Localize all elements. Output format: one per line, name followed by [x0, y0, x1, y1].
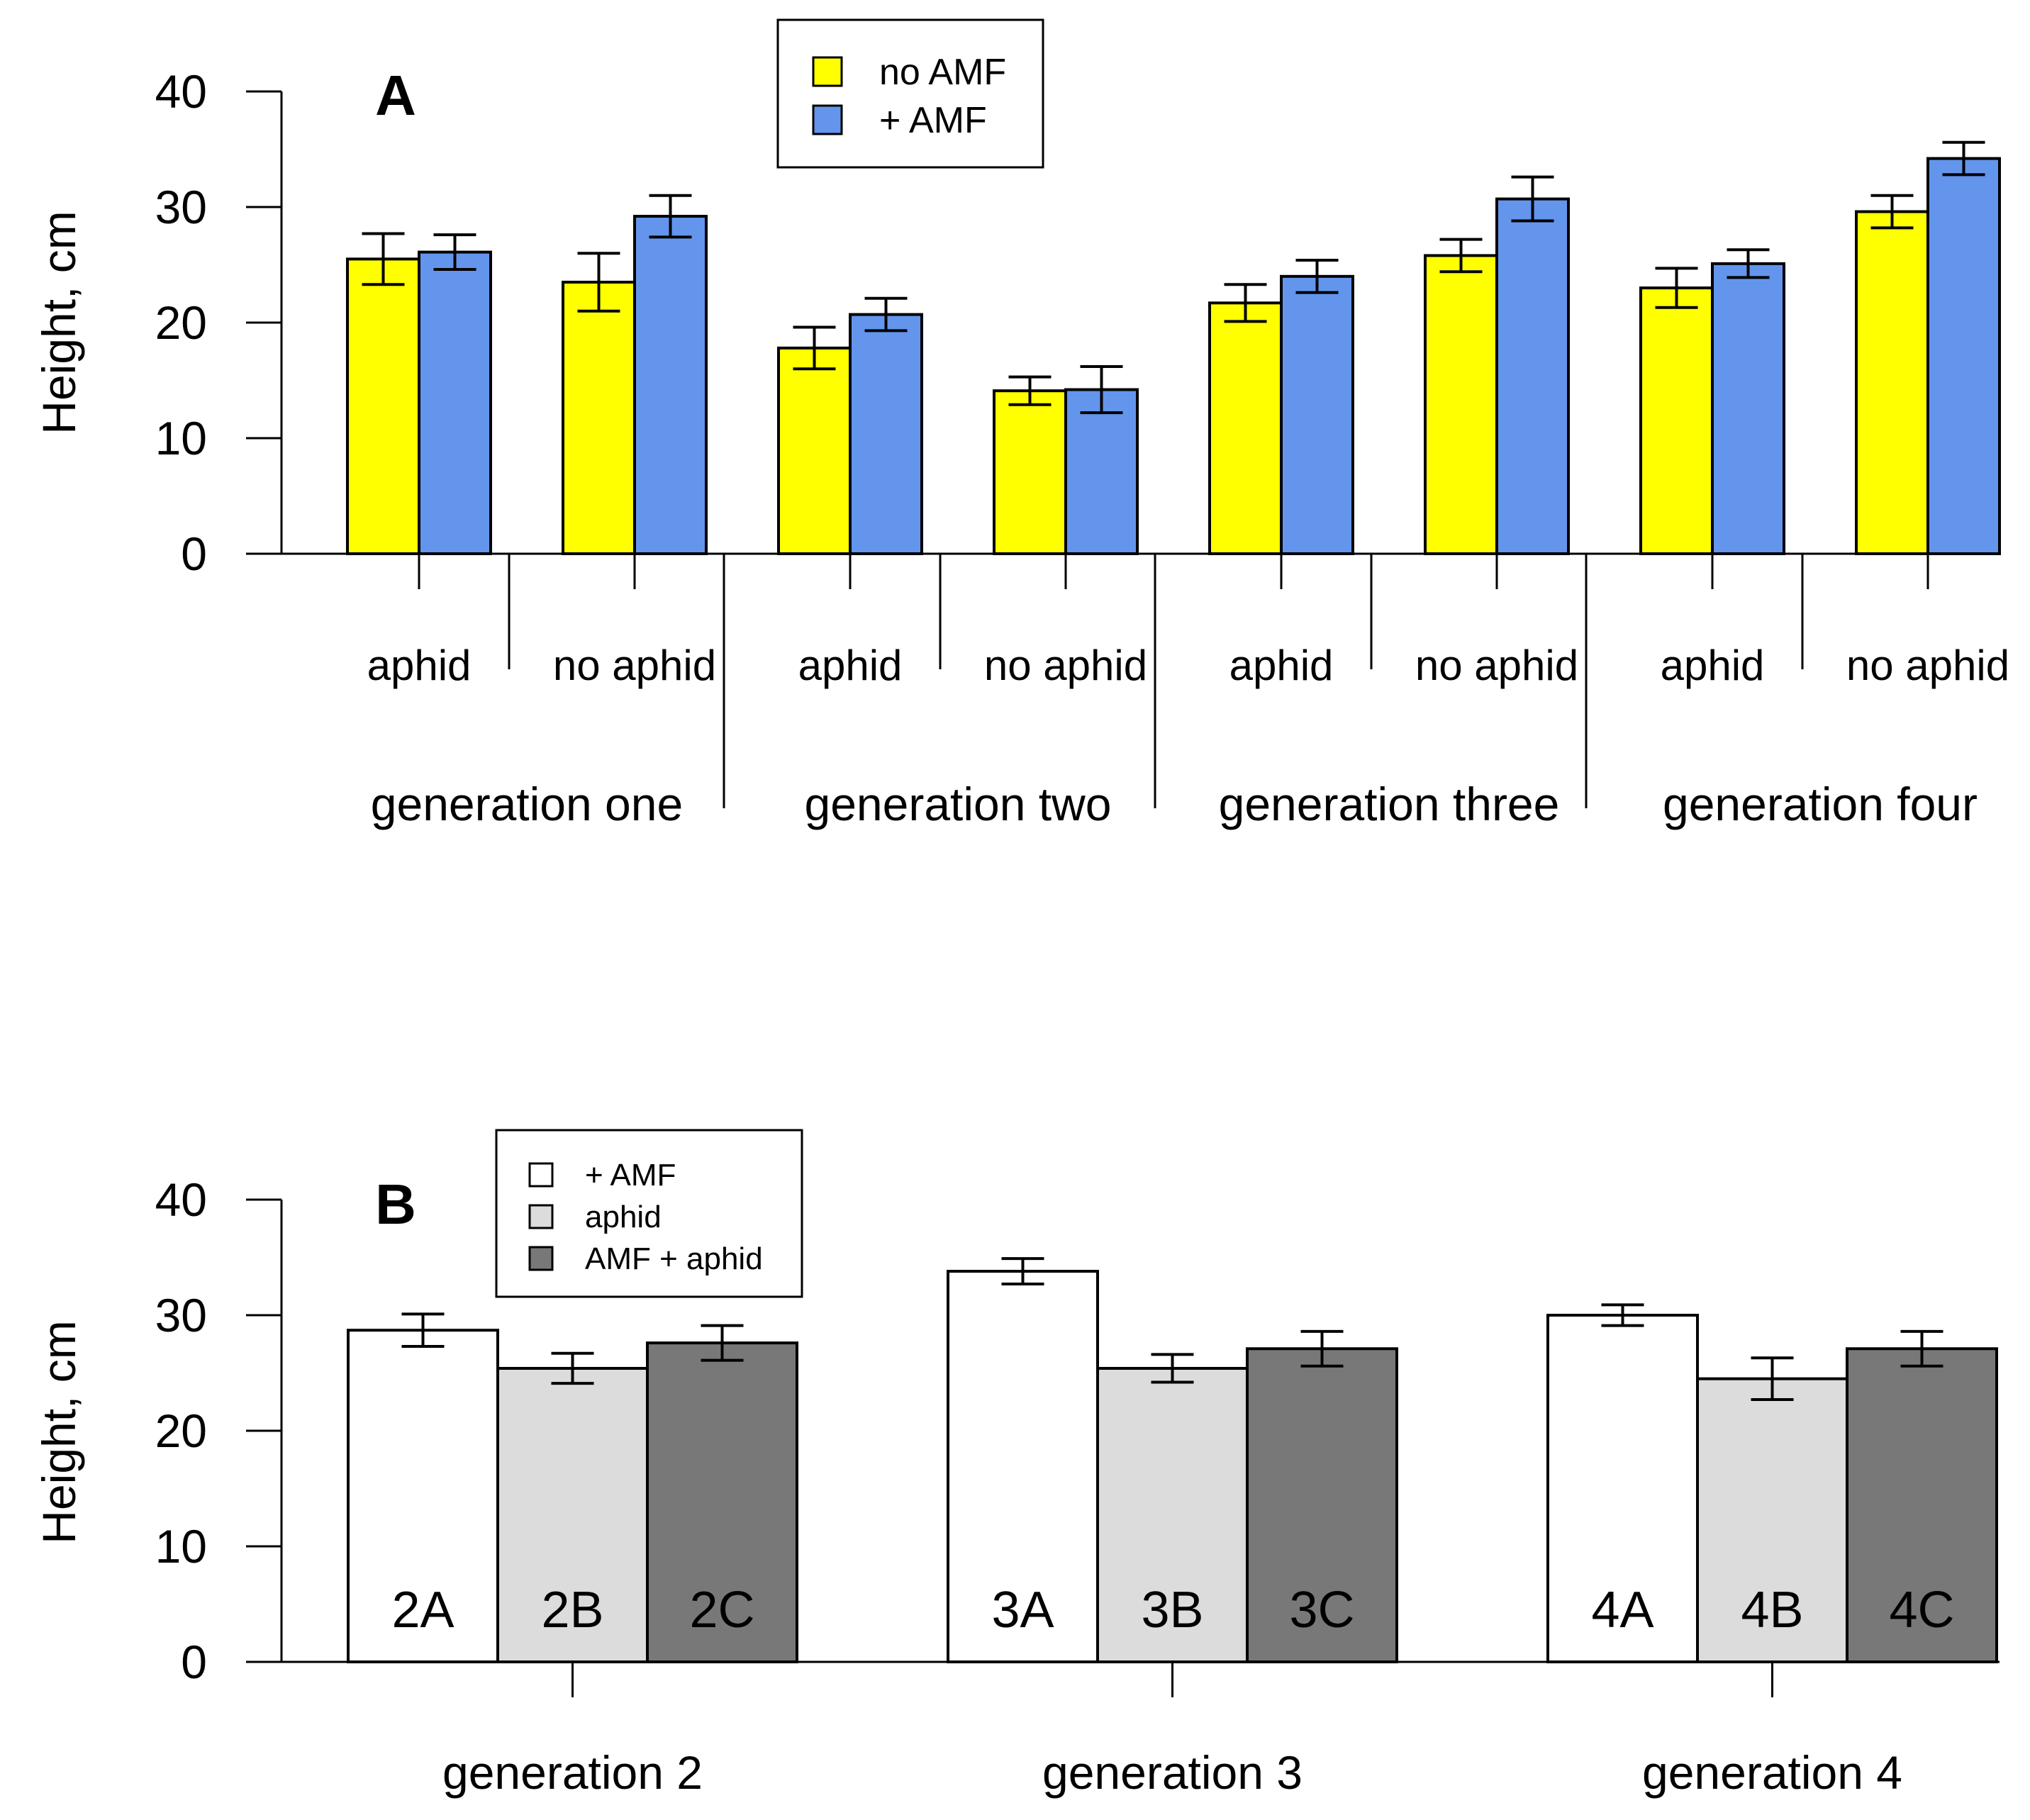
bar-label: 4C	[1889, 1582, 1954, 1638]
y-tick-label: 20	[155, 1405, 207, 1457]
bar-generation-two-no-aphid-amf	[1064, 388, 1139, 555]
bar-generation-two-no-aphid-no-amf	[993, 389, 1067, 555]
bar-label: 2A	[391, 1582, 454, 1638]
y-tick-label: 20	[155, 296, 207, 349]
bar-generation-one-no-aphid-no-amf	[562, 280, 636, 555]
panel-b-legend: + AMF aphid AMF + aphid	[495, 1129, 803, 1298]
panel-b-chart: B Height, cm 0 10 20 30 40 2A 2B 2C 3A 3B 3C 4A 4B 4…	[33, 1129, 2000, 1799]
legend-b-label-amf: + AMF	[585, 1158, 676, 1193]
bar-label: 4B	[1741, 1582, 1803, 1638]
bar-4b	[1696, 1377, 1848, 1664]
x-category-label: no aphid	[1846, 642, 2009, 689]
panel-a-chart: A Height, cm 0 10 20 30 40 aphid no aphid gene…	[33, 18, 2009, 830]
bar-label: 2B	[541, 1582, 603, 1638]
bar-generation-one-aphid-amf	[418, 250, 492, 555]
legend-a-label-no-amf: no AMF	[879, 52, 1006, 93]
legend-a-box	[776, 18, 1044, 169]
bar-label: 4A	[1591, 1582, 1653, 1638]
bar-2c	[646, 1341, 798, 1663]
y-tick-label: 40	[155, 65, 207, 118]
y-tick-label: 0	[181, 527, 207, 580]
bar-label: 2C	[689, 1582, 754, 1638]
x-category-label: aphid	[367, 642, 472, 689]
x-group-label: generation one	[371, 778, 683, 830]
x-category-label: aphid	[798, 642, 903, 689]
bar-3c	[1246, 1347, 1398, 1664]
legend-a-label-amf: + AMF	[879, 100, 987, 141]
panel-b-bars: 2A 2B 2C 3A 3B 3C 4A 4B 4C	[347, 1257, 1998, 1664]
y-tick-label: 30	[155, 1289, 207, 1341]
x-group-label: generation 3	[1042, 1746, 1303, 1799]
y-tick-label: 0	[181, 1636, 207, 1688]
bar-generation-three-aphid-amf	[1280, 274, 1354, 555]
bar-2a	[347, 1329, 499, 1663]
x-group-label: generation 2	[442, 1746, 703, 1799]
panel-a-label: A	[375, 64, 416, 127]
legend-b-label-amf-aphid: AMF + aphid	[585, 1241, 763, 1276]
bar-label: 3C	[1289, 1582, 1354, 1638]
legend-b-swatch-amf	[528, 1162, 554, 1188]
x-group-label: generation 4	[1642, 1746, 1902, 1799]
bar-generation-four-no-aphid-no-amf	[1855, 210, 1929, 555]
legend-b-swatch-aphid	[528, 1204, 554, 1229]
panel-a-bars	[346, 140, 2001, 556]
x-category-label: no aphid	[984, 642, 1147, 689]
x-group-label: generation three	[1219, 778, 1560, 830]
bar-4a	[1546, 1314, 1699, 1663]
bar-generation-two-aphid-amf	[849, 313, 923, 555]
legend-a-swatch-no-amf	[812, 56, 843, 87]
panel-a-legend: no AMF + AMF	[776, 18, 1044, 169]
y-tick-label: 10	[155, 412, 207, 464]
x-category-label: no aphid	[553, 642, 716, 689]
x-category-label: aphid	[1661, 642, 1765, 689]
bar-generation-two-aphid-no-amf	[777, 346, 852, 555]
legend-a-swatch-amf	[812, 104, 843, 135]
x-category-label: aphid	[1229, 642, 1334, 689]
panel-b-label: B	[375, 1173, 416, 1236]
bar-generation-four-aphid-no-amf	[1639, 286, 1714, 555]
bar-generation-three-no-aphid-amf	[1495, 197, 1570, 555]
bar-generation-four-no-aphid-amf	[1926, 157, 2001, 556]
bar-label: 3A	[991, 1582, 1054, 1638]
bar-generation-one-aphid-no-amf	[346, 257, 420, 555]
legend-b-swatch-amf-aphid	[528, 1246, 554, 1271]
y-tick-label: 30	[155, 181, 207, 233]
panel-b-y-axis-title: Height, cm	[33, 1320, 85, 1543]
bar-generation-three-no-aphid-no-amf	[1424, 254, 1498, 555]
bar-2b	[496, 1366, 649, 1663]
bar-generation-three-aphid-no-amf	[1208, 301, 1283, 555]
x-category-label: no aphid	[1415, 642, 1578, 689]
bar-4c	[1846, 1347, 1998, 1664]
bar-generation-one-no-aphid-amf	[633, 215, 708, 555]
legend-b-label-aphid: aphid	[585, 1200, 662, 1234]
bar-generation-four-aphid-amf	[1711, 262, 1785, 555]
panel-b-x-axis: generation 2 generation 3 generation 4	[442, 1662, 1902, 1799]
y-tick-label: 10	[155, 1520, 207, 1573]
panel-a-y-axis-title: Height, cm	[33, 211, 85, 434]
x-group-label: generation four	[1663, 778, 1978, 830]
x-group-label: generation two	[805, 778, 1112, 830]
panel-a-x-axis: aphid no aphid generation one aphid no aphid…	[367, 554, 2009, 830]
y-tick-label: 40	[155, 1173, 207, 1226]
bar-label: 3B	[1141, 1582, 1203, 1638]
